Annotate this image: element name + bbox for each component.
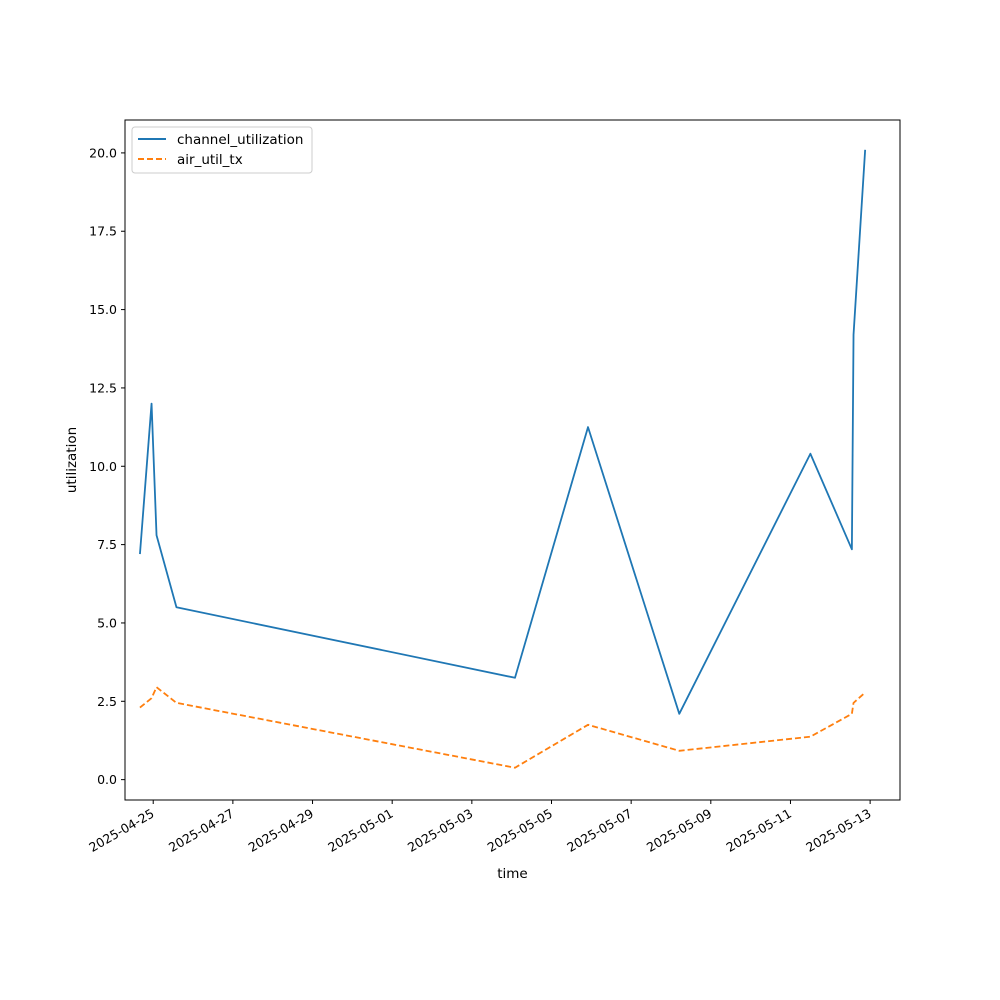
- y-tick-label: 2.5: [97, 694, 117, 709]
- y-tick-label: 15.0: [89, 302, 117, 317]
- y-axis-ticks: 0.0 2.5 5.0 7.5 10.0 12.5 15.0 17.5 20.0: [89, 145, 125, 787]
- series-line-air-util-tx: [139, 686, 866, 769]
- x-axis-label: time: [497, 866, 528, 882]
- y-tick-label: 0.0: [97, 772, 117, 787]
- y-axis-label: utilization: [64, 427, 80, 493]
- series-line-channel-utilization: [139, 149, 867, 715]
- y-tick-label: 17.5: [89, 224, 117, 239]
- axes-frame: [124, 119, 901, 801]
- y-tick-label: 10.0: [89, 459, 117, 474]
- series-layer: [139, 149, 867, 769]
- legend-box: [131, 126, 313, 174]
- plot-area: [124, 119, 901, 801]
- y-tick-label: 5.0: [97, 615, 117, 630]
- legend-label-channel-utilization: channel_utilization: [177, 132, 304, 148]
- y-tick-label: 12.5: [89, 380, 117, 395]
- legend-label-air-util-tx: air_util_tx: [177, 152, 243, 168]
- axes-background: [125, 120, 900, 800]
- y-tick-label: 20.0: [89, 145, 117, 160]
- y-tick-label: 7.5: [97, 537, 117, 552]
- legend: channel_utilization air_util_tx: [131, 126, 313, 174]
